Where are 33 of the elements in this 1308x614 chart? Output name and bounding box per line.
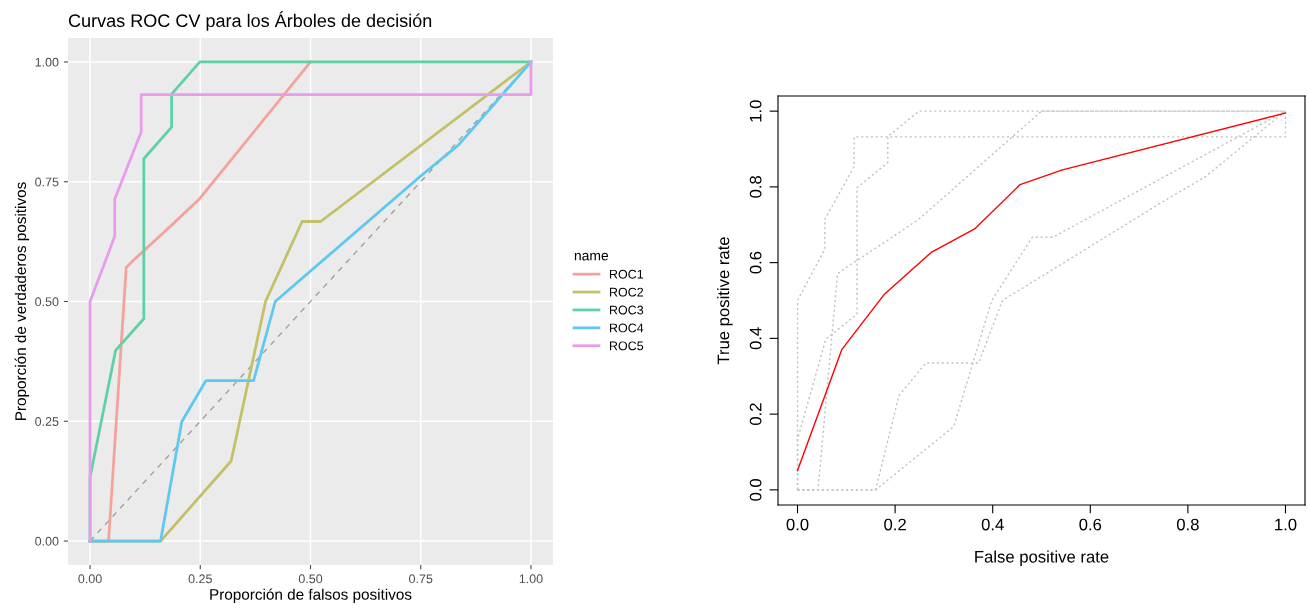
x-axis-title: Proporción de falsos positivos bbox=[210, 588, 412, 603]
x-tick-label: 0.00 bbox=[78, 574, 102, 584]
y-tick-label: 1.00 bbox=[35, 57, 59, 67]
x-tick-label: 1.00 bbox=[519, 574, 543, 584]
y-tick-label: 0.2 bbox=[749, 403, 762, 426]
y-tick-label: 0.0 bbox=[749, 478, 762, 501]
x-tick-label: 1.0 bbox=[1275, 518, 1297, 531]
x-tick-label: 0.25 bbox=[188, 574, 212, 584]
x-axis-title: False positive rate bbox=[975, 550, 1109, 566]
x-tick-label: 0.4 bbox=[981, 518, 1004, 531]
x-tick-label: 0.2 bbox=[884, 518, 906, 531]
x-tick-label: 0.6 bbox=[1079, 518, 1102, 531]
y-tick-label: 1.0 bbox=[749, 100, 762, 122]
legend-title: name bbox=[574, 252, 609, 261]
y-axis-title: True positive rate bbox=[717, 237, 733, 365]
x-tick-label: 0.0 bbox=[786, 518, 809, 531]
chart-title: Curvas ROC CV para los Árboles de decisión bbox=[68, 11, 432, 31]
y-tick-label: 0.75 bbox=[35, 177, 59, 187]
y-tick-label: 0.25 bbox=[35, 417, 59, 426]
y-axis-title: Proporción de verdaderos positivos bbox=[14, 182, 30, 420]
y-tick-label: 0.4 bbox=[749, 327, 762, 350]
legend-label: ROC3 bbox=[609, 305, 644, 315]
x-tick-label: 0.75 bbox=[409, 574, 433, 584]
legend-label: ROC4 bbox=[609, 323, 644, 333]
y-tick-label: 0.6 bbox=[749, 251, 762, 274]
x-tick-label: 0.8 bbox=[1176, 518, 1199, 531]
x-tick-label: 0.50 bbox=[298, 574, 323, 584]
legend-label: ROC1 bbox=[609, 269, 644, 279]
legend-label: ROC2 bbox=[609, 287, 644, 297]
legend-label: ROC5 bbox=[609, 341, 644, 351]
y-tick-label: 0.00 bbox=[35, 536, 59, 546]
y-tick-label: 0.8 bbox=[749, 176, 762, 198]
y-tick-label: 0.50 bbox=[35, 297, 59, 307]
